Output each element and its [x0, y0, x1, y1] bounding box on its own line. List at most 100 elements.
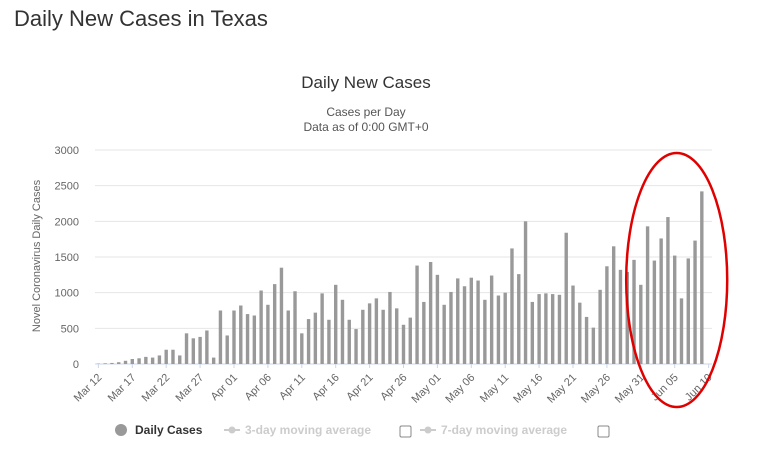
bar — [598, 289, 602, 364]
bar — [123, 360, 128, 364]
highlight-annotation — [624, 151, 729, 409]
x-tick-label: Mar 12 — [72, 372, 105, 405]
y-tick-label: 2000 — [55, 216, 79, 228]
bar — [252, 315, 257, 364]
chart-subtitle-line-2: Data as of 0:00 GMT+0 — [303, 120, 428, 134]
legend-label: 7-day moving average — [441, 423, 567, 437]
x-tick-label: May 11 — [478, 372, 511, 405]
x-tick-label: Jun 05 — [649, 372, 681, 404]
bar — [564, 232, 568, 364]
bar — [544, 293, 548, 364]
x-tick-label: May 16 — [511, 372, 545, 406]
bar — [476, 280, 480, 364]
bar — [306, 319, 311, 364]
highlight-ellipse — [624, 151, 729, 409]
bar — [422, 301, 426, 364]
legend-marker-icon — [228, 426, 236, 434]
bar — [354, 329, 358, 364]
legend-label: 3-day moving average — [245, 423, 371, 437]
bar — [442, 304, 446, 364]
legend-label: Daily Cases — [135, 423, 203, 437]
bar — [618, 269, 623, 364]
x-tick-label: Apr 06 — [243, 372, 274, 403]
bar — [259, 290, 263, 364]
bar — [320, 293, 324, 364]
bar — [191, 338, 196, 364]
bar — [557, 294, 562, 364]
bar — [327, 319, 331, 364]
bar — [340, 299, 345, 364]
x-tick-labels: Mar 12 Mar 17 Mar 22 Mar 27 Apr 01 Apr 06 Apr … — [72, 364, 715, 406]
bar — [144, 356, 148, 364]
y-tick-labels: 0 500 1000 1500 2000 2500 3000 — [55, 145, 79, 371]
legend-item-3-day-average[interactable]: 3-day moving average — [224, 423, 371, 437]
y-tick-label: 500 — [61, 323, 79, 335]
x-tick-label: May 31 — [613, 372, 647, 406]
legend-item-7-day-average[interactable]: 7-day moving average — [420, 423, 567, 437]
x-tick-label: May 21 — [545, 372, 579, 406]
x-tick-label: Apr 26 — [378, 372, 409, 403]
bar — [435, 274, 440, 364]
y-tick-label: 0 — [73, 359, 79, 371]
x-tick-label: Mar 22 — [140, 372, 173, 405]
bar — [178, 355, 182, 364]
bar — [611, 246, 616, 364]
bar — [300, 333, 304, 364]
bar — [639, 284, 643, 364]
y-tick-label: 2500 — [55, 181, 79, 193]
y-axis-label: Novel Coronavirus Daily Cases — [31, 179, 43, 332]
bar — [456, 278, 460, 364]
bar — [198, 336, 202, 364]
x-tick-label: Apr 11 — [277, 372, 308, 403]
bar — [205, 330, 209, 364]
bar — [686, 258, 690, 364]
bar — [157, 355, 162, 364]
bar — [428, 261, 433, 364]
bar — [232, 310, 236, 364]
bar — [632, 259, 636, 364]
chart-subtitle-line-1: Cases per Day — [326, 105, 405, 119]
bar — [645, 226, 650, 364]
legend-item-daily-cases[interactable]: Daily Cases — [115, 423, 203, 437]
bar — [211, 357, 216, 364]
bar — [103, 363, 107, 364]
bar — [395, 308, 399, 364]
bar — [388, 291, 392, 364]
bar — [117, 362, 121, 364]
checkbox-3-day-average[interactable] — [399, 425, 412, 438]
legend: Daily Cases 3-day moving average 7-day mov… — [115, 423, 610, 438]
bar — [652, 260, 657, 364]
x-tick-label: Apr 21 — [344, 372, 375, 403]
bar — [679, 298, 684, 364]
bar — [347, 319, 351, 364]
bar — [673, 255, 677, 364]
bar — [591, 327, 596, 364]
legend-marker-icon — [115, 424, 127, 436]
bar — [517, 274, 521, 364]
x-tick-label: Apr 16 — [310, 372, 341, 403]
bar — [469, 277, 473, 364]
bar — [279, 267, 284, 364]
bar — [700, 191, 704, 364]
bar — [245, 314, 250, 364]
bar — [266, 304, 270, 364]
bar — [184, 333, 189, 364]
bar — [503, 292, 507, 364]
chart-title: Daily New Cases — [301, 73, 430, 92]
page-title: Daily New Cases in Texas — [14, 6, 268, 31]
x-tick-label: May 01 — [410, 372, 444, 406]
bar — [293, 291, 297, 364]
bar — [659, 238, 663, 364]
bar — [537, 294, 541, 364]
x-tick-label: May 06 — [443, 372, 477, 406]
bar — [313, 312, 318, 364]
legend-marker-icon — [424, 426, 432, 434]
x-tick-label: Apr 01 — [209, 372, 240, 403]
bar — [496, 295, 501, 364]
bar — [523, 221, 528, 364]
bar — [449, 291, 453, 364]
bar — [571, 285, 575, 364]
checkbox-7-day-average[interactable] — [597, 425, 610, 438]
bar — [462, 286, 467, 364]
bar — [272, 284, 277, 364]
